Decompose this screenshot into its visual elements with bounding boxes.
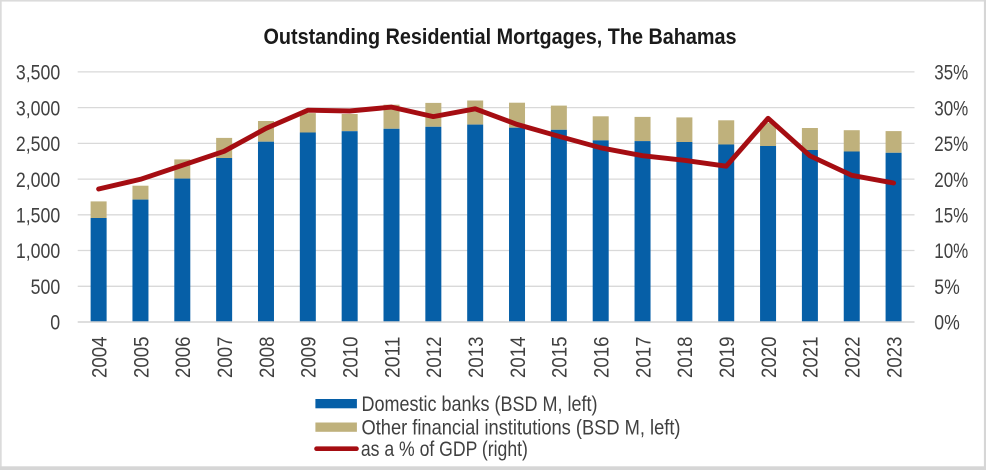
svg-text:0: 0 [50,311,60,335]
svg-text:2021: 2021 [799,337,823,379]
svg-text:500: 500 [31,275,61,299]
svg-text:2,500: 2,500 [16,132,60,156]
svg-text:2015: 2015 [548,336,572,378]
svg-text:0%: 0% [934,311,960,335]
svg-text:2018: 2018 [673,336,697,378]
svg-text:1,000: 1,000 [16,239,60,263]
svg-text:1,500: 1,500 [16,204,60,228]
svg-text:2014: 2014 [506,336,530,378]
svg-text:10%: 10% [934,239,968,263]
svg-text:2019: 2019 [715,337,739,379]
svg-text:20%: 20% [934,168,968,192]
svg-text:2011: 2011 [380,337,404,379]
svg-text:Domestic banks (BSD M, left): Domestic banks (BSD M, left) [362,392,598,416]
svg-text:15%: 15% [934,204,968,228]
svg-text:2020: 2020 [757,336,781,378]
svg-text:2017: 2017 [631,337,655,379]
svg-text:30%: 30% [934,96,968,120]
svg-text:2016: 2016 [590,336,614,378]
svg-text:2,000: 2,000 [16,168,60,192]
svg-text:2008: 2008 [255,336,279,378]
svg-text:2007: 2007 [213,337,237,379]
svg-text:35%: 35% [934,61,968,85]
svg-text:5%: 5% [934,275,960,299]
svg-text:2004: 2004 [87,336,111,378]
svg-text:Outstanding Residential Mortga: Outstanding Residential Mortgages, The B… [264,24,737,49]
svg-text:2006: 2006 [171,336,195,378]
svg-text:25%: 25% [934,132,968,156]
svg-text:as a % of GDP (right): as a % of GDP (right) [361,437,528,461]
svg-text:2012: 2012 [422,337,446,379]
svg-text:2022: 2022 [841,337,865,379]
svg-text:2005: 2005 [129,336,153,378]
svg-text:2023: 2023 [882,336,906,378]
svg-text:2013: 2013 [464,336,488,378]
svg-text:2010: 2010 [339,336,363,378]
svg-text:2009: 2009 [297,337,321,379]
svg-text:Other financial institutions (: Other financial institutions (BSD M, lef… [362,416,681,440]
svg-text:3,500: 3,500 [16,61,60,85]
svg-text:3,000: 3,000 [16,96,60,120]
